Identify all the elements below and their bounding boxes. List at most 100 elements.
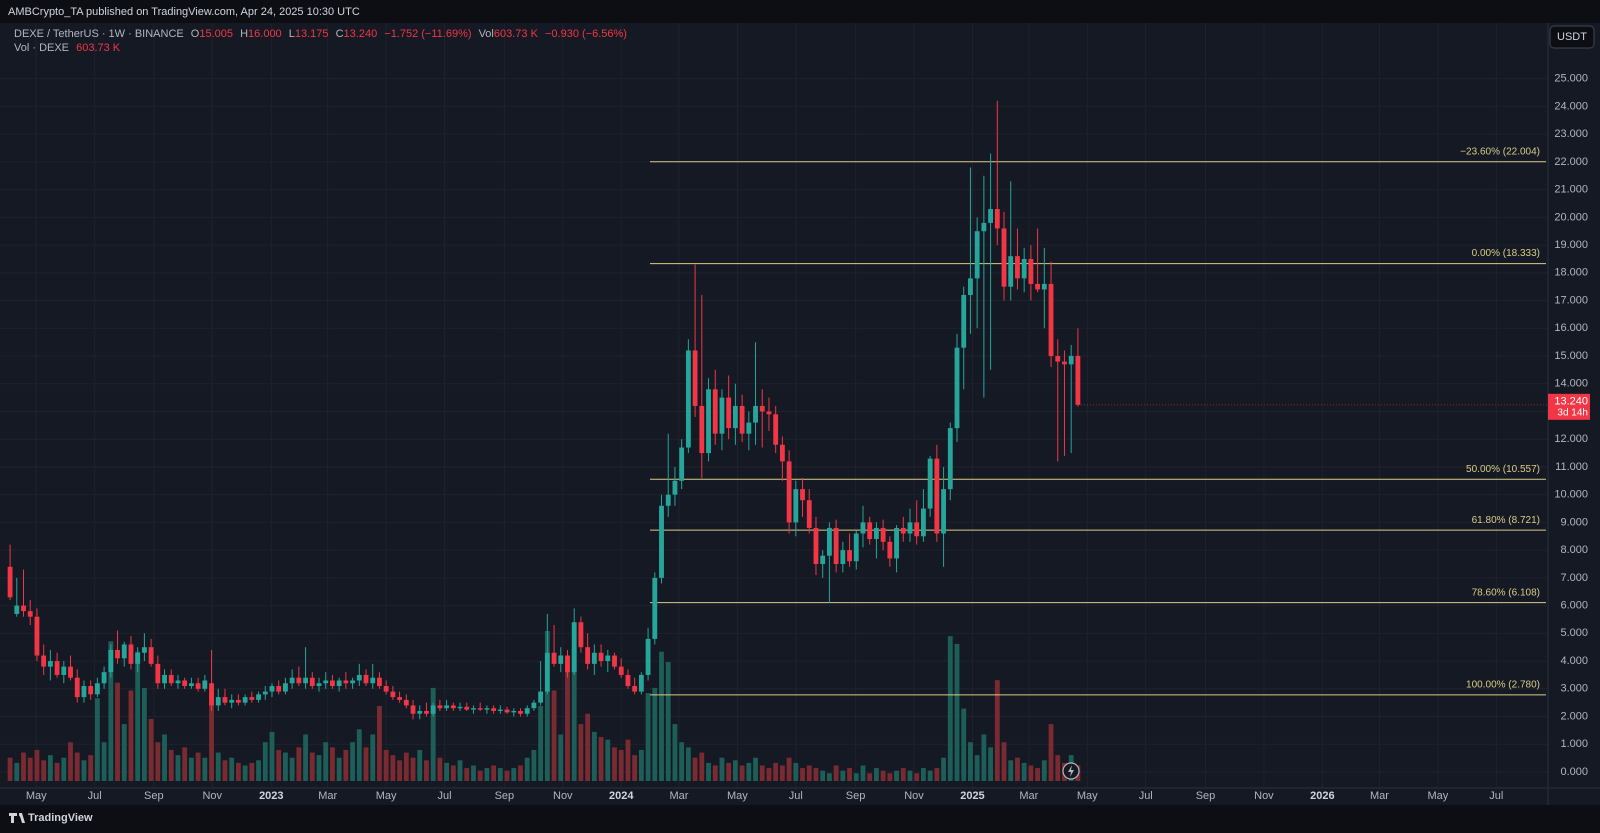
y-tick-label: 7.000 [1560, 572, 1588, 584]
volume-bar [544, 631, 550, 781]
volume-bar [471, 765, 476, 781]
candle-body [961, 295, 967, 348]
x-tick-label: Sep [1196, 790, 1216, 802]
volume-bar [350, 742, 355, 781]
volume-bar [7, 757, 13, 781]
candle-body [1068, 355, 1074, 365]
candle-body [283, 683, 288, 692]
candle-body [900, 527, 906, 534]
candle-body [1041, 283, 1047, 290]
volume-bar [873, 768, 879, 781]
volume-bar [74, 752, 80, 781]
volume-bar [591, 731, 597, 781]
candle-body [511, 710, 517, 713]
candle-body [625, 674, 631, 687]
volume-bar [450, 765, 456, 781]
candle-body [692, 350, 698, 406]
candle-body [108, 649, 114, 673]
volume-bar [356, 729, 362, 781]
fib-label: −23.60% (22.004) [1460, 146, 1540, 157]
candle-body [390, 691, 396, 698]
volume-bar [188, 757, 194, 781]
volume-bar [457, 760, 463, 781]
y-tick-label: 9.000 [1560, 516, 1588, 528]
volume-bar [484, 768, 490, 781]
volume-bar [659, 651, 664, 781]
candle-body [323, 680, 329, 684]
candle-body [786, 461, 792, 523]
low-label: L [289, 28, 295, 40]
vol-change: −0.930 (−6.56%) [545, 28, 627, 40]
candle-body [820, 555, 826, 565]
volume-bar [1048, 724, 1054, 781]
volume-bar [175, 755, 181, 781]
currency-label[interactable]: USDT [1557, 31, 1587, 43]
x-tick-label: May [26, 790, 47, 802]
candle-body [175, 680, 181, 684]
fib-label: 61.80% (8.721) [1472, 515, 1540, 526]
candle-body [289, 677, 295, 684]
volume-bar [1055, 755, 1061, 781]
candle-body [531, 702, 537, 709]
volume-bar [726, 762, 732, 781]
candle-body [195, 683, 201, 689]
candle-body [356, 674, 362, 681]
last-price-box [1548, 393, 1590, 420]
x-tick-label: Jul [1489, 790, 1503, 802]
fib-label: 50.00% (10.557) [1466, 464, 1540, 475]
y-tick-label: 23.000 [1554, 128, 1588, 140]
candle-body [121, 644, 127, 659]
candle-body [54, 661, 60, 675]
volume-bar [853, 773, 859, 781]
x-tick-label: Nov [202, 790, 222, 802]
candle-body [571, 622, 577, 673]
chart-pane [0, 23, 1600, 805]
candle-body [1055, 356, 1061, 362]
candle-body [269, 686, 275, 692]
vol-row-label: Vol · DEXE [14, 42, 69, 54]
volume-bar [679, 742, 685, 781]
candle-body [397, 697, 403, 700]
candle-body [518, 710, 523, 714]
candle-body [652, 577, 658, 639]
candle-body [403, 699, 409, 706]
volume-bar [390, 755, 396, 781]
candle-body [41, 655, 47, 667]
volume-bar [538, 706, 544, 781]
fib-label: 78.60% (6.108) [1472, 587, 1540, 598]
candle-body [491, 708, 497, 711]
volume-bar [464, 768, 470, 781]
candle-body [1001, 228, 1007, 287]
volume-bar [759, 765, 765, 781]
close-value: 13.240 [344, 28, 378, 40]
y-tick-label: 12.000 [1554, 433, 1588, 445]
volume-bar [121, 724, 127, 781]
volume-bar [779, 765, 785, 781]
volume-bar [860, 765, 866, 781]
candle-body [242, 697, 248, 703]
candle-body [605, 655, 611, 662]
candle-body [1028, 258, 1034, 284]
volume-bar [732, 760, 738, 781]
candle-body [665, 494, 671, 506]
candle-body [988, 209, 994, 223]
last-price-label: 13.240 [1554, 396, 1588, 408]
candle-body [276, 686, 282, 692]
volume-bar [632, 755, 638, 781]
candle-body [303, 677, 308, 684]
y-tick-label: 4.000 [1560, 655, 1588, 667]
currency-button[interactable] [1549, 25, 1595, 49]
volume-bar [518, 765, 523, 781]
volume-bar [551, 690, 557, 781]
volume-bar [1041, 760, 1047, 781]
y-tick-label: 6.000 [1560, 600, 1588, 612]
candle-body [974, 231, 980, 279]
candle-body [74, 677, 80, 698]
candle-body [826, 527, 832, 556]
candle-body [921, 508, 926, 537]
change-value: −1.752 (−11.69%) [384, 28, 471, 40]
candle-body [800, 489, 805, 501]
volume-bar [417, 749, 423, 781]
candle-body [222, 697, 228, 703]
candle-body [578, 622, 584, 648]
